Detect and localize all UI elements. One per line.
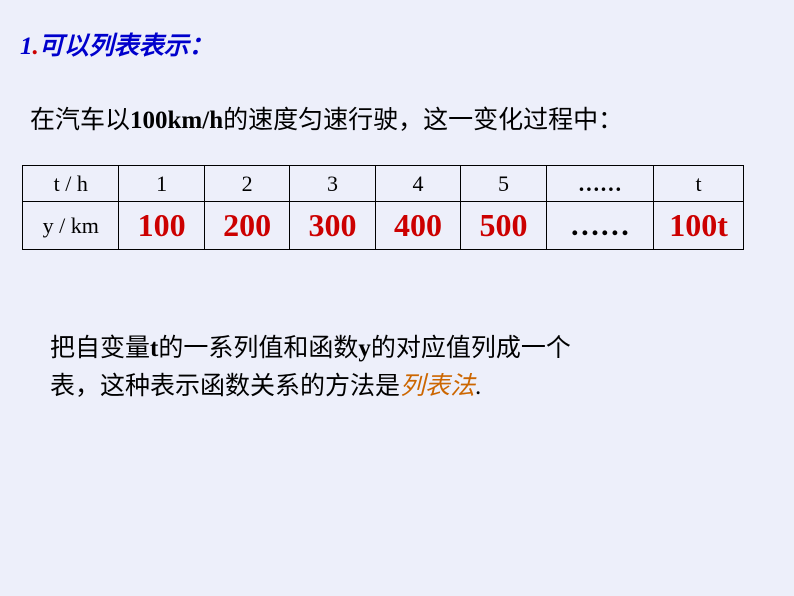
table-cell: 100	[119, 202, 204, 250]
explain-highlight: 列表法	[400, 373, 475, 400]
table-cell: 300	[290, 202, 375, 250]
table-cell: 4	[375, 166, 460, 202]
table-cell: 500	[461, 202, 546, 250]
explain-var: y	[358, 335, 371, 362]
table-cell: 400	[375, 202, 460, 250]
table-row: y / km 100 200 300 400 500 …… 100t	[23, 202, 744, 250]
table-cell: 5	[461, 166, 546, 202]
row-label: t / h	[23, 166, 119, 202]
subheading: 在汽车以100km/h的速度匀速行驶，这一变化过程中：	[30, 100, 623, 136]
data-table-container: t / h 1 2 3 4 5 …… t y / km 100 200 300 …	[22, 165, 744, 250]
table-cell: 3	[290, 166, 375, 202]
row-label: y / km	[23, 202, 119, 250]
explain-text: 把自变量	[50, 335, 150, 362]
heading-text: 可以列表表示：	[39, 33, 214, 60]
table-row: t / h 1 2 3 4 5 …… t	[23, 166, 744, 202]
section-heading: 1.可以列表表示：	[20, 26, 214, 62]
explain-text: 的一系列值和函数	[158, 335, 358, 362]
table-cell-dots: ……	[546, 166, 653, 202]
table-cell: 200	[204, 202, 289, 250]
table-cell: t	[654, 166, 744, 202]
explain-period: .	[475, 373, 481, 400]
subheading-suffix: 的速度匀速行驶，这一变化过程中：	[223, 107, 623, 134]
table-cell-dots: ……	[546, 202, 653, 250]
explanation-text: 把自变量t的一系列值和函数y的对应值列成一个表，这种表示函数关系的方法是列表法.	[50, 330, 690, 405]
explain-text: 的对应值列成一个	[371, 335, 571, 362]
data-table: t / h 1 2 3 4 5 …… t y / km 100 200 300 …	[22, 165, 744, 250]
table-cell: 2	[204, 166, 289, 202]
subheading-bold: 100km/h	[130, 107, 223, 134]
table-cell: 1	[119, 166, 204, 202]
table-cell: 100t	[654, 202, 744, 250]
heading-number: 1	[20, 33, 33, 60]
subheading-prefix: 在汽车以	[30, 107, 130, 134]
explain-text: 表，这种表示函数关系的方法是	[50, 373, 400, 400]
